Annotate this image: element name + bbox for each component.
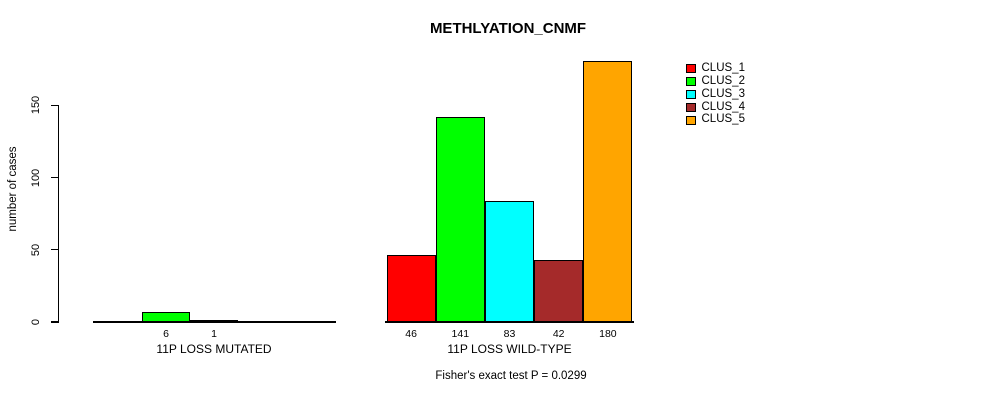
bar-clus_5 [583,60,633,322]
bar-value-label: 180 [599,327,617,340]
legend-item: CLUS_5 [686,114,745,127]
group-label: 11P LOSS WILD-TYPE [447,341,572,356]
legend-item: CLUS_4 [686,101,745,114]
legend-item: CLUS_3 [686,88,745,101]
legend-swatch [686,115,696,125]
legend-swatch [686,64,696,74]
group-label: 11P LOSS MUTATED [156,341,272,356]
legend-label: CLUS_4 [701,100,745,113]
y-tick [50,321,58,323]
legend-item: CLUS_2 [686,75,745,88]
legend-label: CLUS_2 [701,74,745,87]
bar-value-label: 1 [211,327,217,340]
legend-item: CLUS_1 [686,63,745,76]
y-tick-label: 0 [30,318,42,326]
bar-clus_2 [435,117,485,322]
y-tick [50,104,58,106]
y-tick-label: 50 [30,243,42,256]
legend-swatch [686,77,696,87]
bar-clus_3 [190,319,238,322]
bar-value-label: 141 [451,327,470,340]
y-tick [50,249,58,251]
y-tick [50,176,58,179]
bar-clus_1 [386,254,436,322]
bar-value-label: 46 [405,327,417,340]
bar-value-label: 6 [163,327,169,340]
legend: CLUS_1 CLUS_2 CLUS_3 CLUS_4 CLUS_5 [686,63,745,127]
bar-clus_4 [534,260,584,322]
y-axis-line [57,105,59,323]
bar-clus_2 [142,312,190,322]
annotation-text: Fisher's exact test P = 0.0299 [435,370,587,382]
legend-label: CLUS_3 [701,87,745,100]
y-tick-label: 150 [30,96,42,115]
chart-title: METHLYATION_CNMF [429,20,587,37]
legend-label: CLUS_1 [701,62,745,75]
legend-swatch [686,89,696,99]
bar-clus_3 [484,201,535,322]
y-tick-label: 100 [30,168,42,187]
bar-value-label: 83 [503,327,516,340]
legend-label: CLUS_5 [701,113,745,126]
legend-swatch [686,102,696,112]
y-axis-label: number of cases [7,146,19,232]
bar-value-label: 42 [552,327,565,340]
